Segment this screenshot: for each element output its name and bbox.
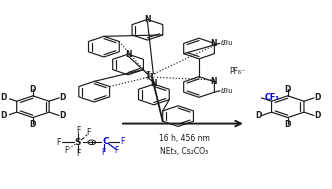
Text: D: D (30, 120, 36, 129)
Text: CF₃: CF₃ (265, 93, 280, 102)
Text: D: D (0, 93, 7, 102)
Text: PF₆⁻: PF₆⁻ (230, 67, 246, 76)
Text: N: N (151, 79, 157, 88)
Text: D: D (59, 111, 65, 120)
Text: tBu: tBu (221, 39, 233, 47)
Text: N: N (144, 15, 151, 24)
Text: C: C (102, 137, 109, 146)
Text: D: D (314, 111, 320, 120)
Text: F: F (56, 138, 61, 147)
Text: N: N (125, 50, 131, 59)
Text: tBu: tBu (221, 87, 233, 95)
Text: D: D (285, 120, 291, 129)
Text: N: N (210, 77, 216, 86)
Text: F: F (115, 146, 119, 156)
Text: F: F (76, 149, 80, 158)
Text: Ir: Ir (145, 71, 156, 80)
Text: NEt₃, Cs₂CO₃: NEt₃, Cs₂CO₃ (160, 147, 208, 156)
Text: F: F (101, 148, 106, 157)
Text: 16 h, 456 nm: 16 h, 456 nm (159, 134, 210, 143)
Text: D: D (255, 111, 262, 120)
Text: D: D (285, 84, 291, 94)
Text: D: D (314, 93, 320, 102)
Text: F: F (65, 146, 69, 156)
Text: F: F (120, 137, 124, 146)
Text: D: D (59, 93, 65, 102)
Text: D: D (0, 111, 7, 120)
Text: F: F (76, 126, 80, 135)
Text: S: S (75, 138, 81, 147)
Text: N: N (210, 39, 216, 48)
Text: F: F (86, 129, 91, 137)
Text: D: D (30, 84, 36, 94)
